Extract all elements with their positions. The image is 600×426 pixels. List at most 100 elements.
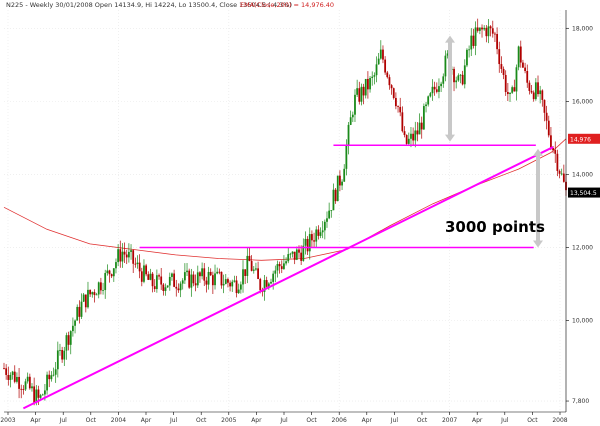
candle-body: [164, 287, 167, 291]
arrow-head-top: [533, 148, 543, 156]
chart-header-ohlc: N225 - Weekly 30/01/2008 Open 14134.9, H…: [6, 1, 292, 9]
candle-body: [9, 374, 12, 380]
candle-body: [56, 350, 59, 370]
candle-body: [44, 390, 46, 395]
candle-body: [422, 106, 425, 130]
candle-body: [162, 284, 165, 291]
candle-body: [358, 88, 361, 102]
candle-body: [67, 335, 70, 345]
candle-body: [466, 49, 468, 66]
candle-body: [306, 238, 309, 252]
double-arrow-upper: [445, 35, 455, 142]
candle-body: [7, 374, 10, 380]
candle-body: [250, 261, 253, 271]
candle-body: [194, 283, 197, 286]
candle-body: [112, 268, 115, 277]
candle-body: [257, 268, 259, 279]
candle-body: [244, 269, 247, 276]
candle-body: [360, 86, 363, 102]
candle-body: [481, 27, 483, 30]
candle-body: [498, 49, 501, 65]
candle-body: [382, 49, 384, 60]
candle-body: [74, 320, 76, 326]
candle-body: [84, 294, 87, 308]
candle-body: [125, 254, 128, 258]
candle-body: [61, 349, 64, 360]
candle-body: [183, 272, 186, 281]
x-tick-label: 2005: [221, 417, 236, 424]
candle-body: [82, 294, 85, 302]
candle-body: [134, 263, 137, 265]
candle-body: [311, 234, 313, 241]
candle-body: [48, 374, 51, 380]
candle-body: [145, 265, 148, 275]
candle-body: [283, 263, 285, 269]
x-tick-label: Oct: [527, 417, 538, 424]
uptrend-line: [22, 146, 554, 410]
y-tick-label: 18,000: [572, 25, 593, 32]
candle-body: [110, 274, 113, 277]
candle-body: [461, 74, 464, 85]
candle-body: [519, 46, 522, 63]
candle-body: [115, 262, 117, 269]
candle-body: [196, 272, 199, 286]
candle-body: [108, 270, 111, 275]
candle-body: [65, 335, 68, 351]
candle-body: [347, 124, 350, 147]
candle-body: [442, 76, 445, 84]
candle-body: [341, 181, 343, 186]
candle-body: [556, 153, 559, 171]
candle-body: [278, 264, 281, 267]
candle-body: [407, 138, 410, 144]
candle-body: [218, 271, 221, 273]
x-tick-label: Oct: [86, 417, 97, 424]
candle-body: [485, 27, 488, 37]
candle-body: [69, 331, 72, 345]
candle-body: [291, 251, 294, 254]
x-tick-label: 2004: [111, 417, 126, 424]
candle-body: [308, 234, 311, 252]
candle-body: [287, 254, 290, 262]
y-tick-label: 12,000: [572, 245, 593, 252]
x-tick-label: 2006: [332, 417, 347, 424]
candle-body: [153, 286, 156, 290]
candle-body: [500, 64, 503, 69]
candle-body: [343, 168, 346, 182]
candle-body: [285, 261, 287, 264]
candle-body: [526, 70, 529, 83]
candle-body: [263, 280, 266, 292]
candle-body: [326, 218, 328, 222]
x-tick-label: Jul: [59, 417, 68, 424]
x-tick-label: Apr: [251, 417, 262, 424]
arrow-head-bottom: [533, 240, 543, 248]
x-tick-label: Oct: [306, 417, 317, 424]
candle-body: [166, 285, 169, 288]
candle-body: [298, 249, 300, 253]
candle-body: [16, 376, 18, 382]
candle-body: [91, 292, 94, 295]
candle-body: [255, 268, 257, 270]
candle-body: [494, 33, 496, 35]
candle-body: [63, 350, 66, 360]
x-tick-label: 2007: [442, 417, 457, 424]
candle-body: [293, 251, 296, 260]
candle-body: [444, 55, 447, 77]
candle-body: [5, 368, 8, 375]
candle-body: [552, 148, 554, 151]
candle-body: [160, 276, 163, 285]
candle-body: [205, 280, 208, 285]
candle-body: [119, 249, 122, 262]
candle-body: [345, 146, 348, 169]
candle-body: [562, 173, 565, 182]
candle-body: [356, 88, 359, 95]
candle-body: [267, 283, 270, 287]
candle-body: [550, 135, 552, 149]
candle-body: [151, 273, 154, 287]
candle-body: [463, 65, 466, 85]
candle-body: [532, 92, 535, 100]
candle-body: [229, 282, 231, 287]
candle-body: [509, 92, 511, 95]
candle-body: [472, 35, 475, 46]
candle-body: [515, 67, 518, 92]
candle-body: [289, 253, 292, 255]
